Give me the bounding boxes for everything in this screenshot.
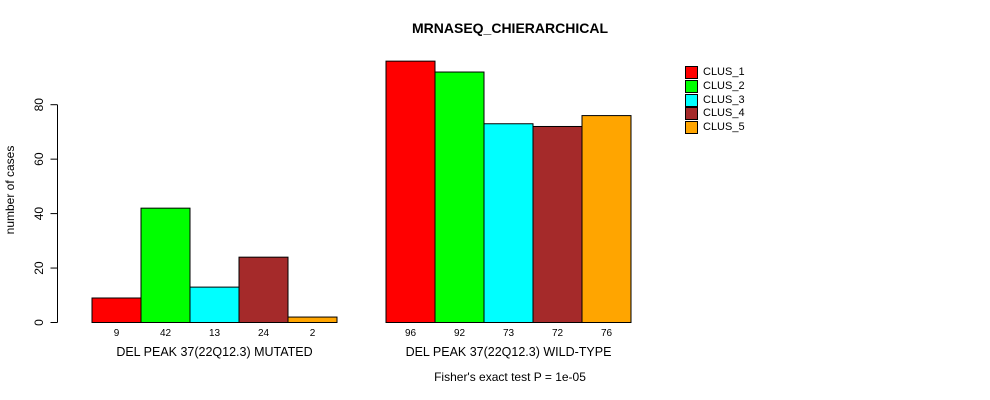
group-label-1: DEL PEAK 37(22Q12.3) MUTATED (116, 345, 312, 359)
y-tick-label: 0 (32, 319, 46, 326)
legend-item-clus_1: CLUS_1 (685, 66, 745, 80)
y-tick-label: 80 (32, 98, 46, 112)
bar-value-label: 73 (503, 328, 515, 339)
bar-clus_1-group2 (385, 60, 436, 323)
legend-label: CLUS_4 (703, 107, 745, 120)
bar-clus_1-group1 (91, 297, 142, 323)
legend-item-clus_4: CLUS_4 (685, 107, 745, 121)
bar-value-label: 92 (454, 328, 466, 339)
legend-label: CLUS_3 (703, 93, 745, 106)
bar-value-label: 42 (160, 328, 172, 339)
y-tick-label: 40 (32, 207, 46, 221)
y-tick-label: 60 (32, 152, 46, 166)
bar-value-label: 2 (310, 328, 316, 339)
legend-item-clus_5: CLUS_5 (685, 121, 745, 135)
legend-swatch (685, 80, 698, 94)
bar-clus_2-group1 (140, 207, 191, 323)
bar-clus_5-group1 (287, 316, 338, 323)
bar-value-label: 13 (209, 328, 221, 339)
y-tick-label: 20 (32, 261, 46, 275)
legend-swatch (685, 107, 698, 121)
legend: CLUS_1 CLUS_2 CLUS_3 CLUS_4 CLUS_5 (685, 66, 745, 135)
bar-value-label: 72 (552, 328, 564, 339)
bar-clus_5-group2 (581, 115, 632, 323)
bar-value-label: 96 (405, 328, 417, 339)
legend-swatch (685, 66, 698, 80)
group-label-2: DEL PEAK 37(22Q12.3) WILD-TYPE (406, 345, 612, 359)
legend-swatch (685, 121, 698, 135)
legend-label: CLUS_2 (703, 80, 745, 93)
legend-label: CLUS_5 (703, 121, 745, 134)
bar-clus_3-group2 (483, 123, 534, 323)
bar-value-label: 76 (601, 328, 613, 339)
fisher-test-annotation: Fisher's exact test P = 1e-05 (434, 370, 586, 384)
bar-clus_4-group2 (532, 125, 583, 324)
bar-clus_4-group1 (238, 256, 289, 323)
legend-label: CLUS_1 (703, 66, 745, 79)
legend-item-clus_2: CLUS_2 (685, 80, 745, 94)
bar-clus_3-group1 (189, 286, 240, 324)
legend-swatch (685, 93, 698, 107)
legend-item-clus_3: CLUS_3 (685, 93, 745, 107)
chart-title: MRNASEQ_CHIERARCHICAL (411, 20, 609, 36)
bar-value-label: 24 (258, 328, 270, 339)
bar-value-label: 9 (114, 328, 120, 339)
bar-clus_2-group2 (434, 71, 485, 323)
